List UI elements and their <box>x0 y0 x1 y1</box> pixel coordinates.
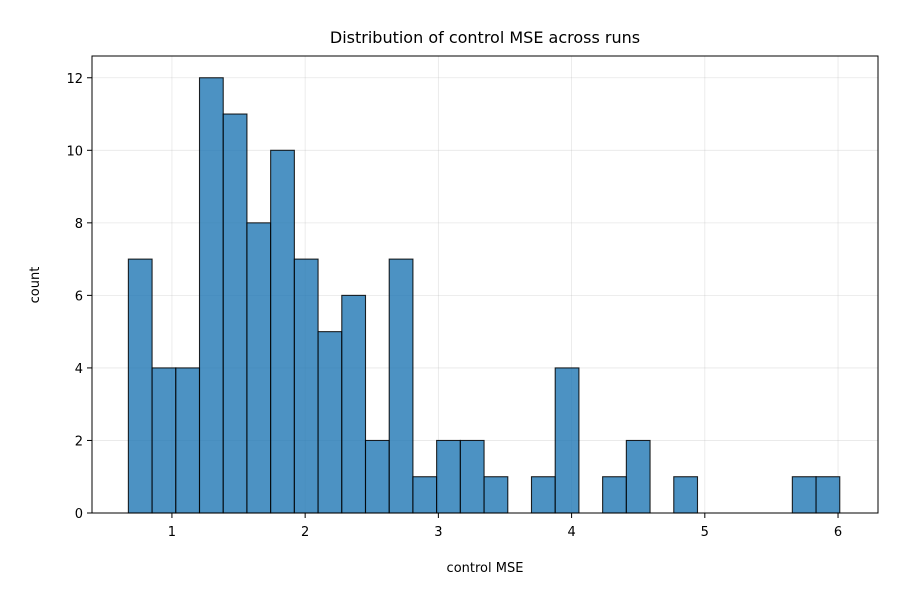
x-tick-label: 5 <box>701 525 709 540</box>
y-tick-label: 10 <box>66 144 83 159</box>
histogram-bar <box>412 476 438 514</box>
y-tick-label: 8 <box>75 217 83 232</box>
x-tick-label: 2 <box>301 525 309 540</box>
histogram-bar <box>602 476 627 514</box>
y-tick-label: 0 <box>75 507 83 522</box>
y-axis-label: count <box>28 267 43 304</box>
x-axis-label: control MSE <box>447 561 524 576</box>
histogram-bar <box>222 113 248 514</box>
chart-title: Distribution of control MSE across runs <box>330 28 640 47</box>
histogram-bar <box>364 439 390 514</box>
histogram-bar <box>341 294 367 514</box>
x-tick-label: 3 <box>434 525 442 540</box>
x-tick-label: 4 <box>567 525 575 540</box>
x-tick-label: 6 <box>834 525 842 540</box>
x-axis: 1 2 3 4 5 6 <box>168 513 842 540</box>
histogram-bar <box>388 258 414 514</box>
y-tick-label: 4 <box>75 362 83 377</box>
plot-frame <box>91 55 879 514</box>
histogram-bar <box>530 476 556 514</box>
y-tick-label: 12 <box>66 72 83 87</box>
y-tick-label: 2 <box>75 434 83 449</box>
bars-layer <box>127 77 841 514</box>
histogram-bar <box>175 367 201 514</box>
histogram-bar <box>625 439 651 514</box>
histogram-bar <box>317 331 343 514</box>
y-tick-label: 6 <box>75 289 83 304</box>
y-axis: 0 2 4 6 8 10 12 <box>66 72 92 522</box>
histogram-bar <box>791 476 817 514</box>
histogram-bar <box>673 476 699 514</box>
histogram-bar <box>198 77 224 514</box>
histogram-bar <box>554 367 580 514</box>
histogram-bar <box>270 149 295 514</box>
histogram-bar <box>436 439 461 514</box>
x-tick-label: 1 <box>168 525 176 540</box>
histogram-bar <box>293 258 319 514</box>
histogram-bar <box>151 367 177 514</box>
histogram-bar <box>127 258 153 514</box>
histogram-bar <box>459 439 485 514</box>
histogram-bar <box>483 476 509 514</box>
histogram-bar <box>815 476 841 514</box>
histogram-bar <box>246 222 272 514</box>
